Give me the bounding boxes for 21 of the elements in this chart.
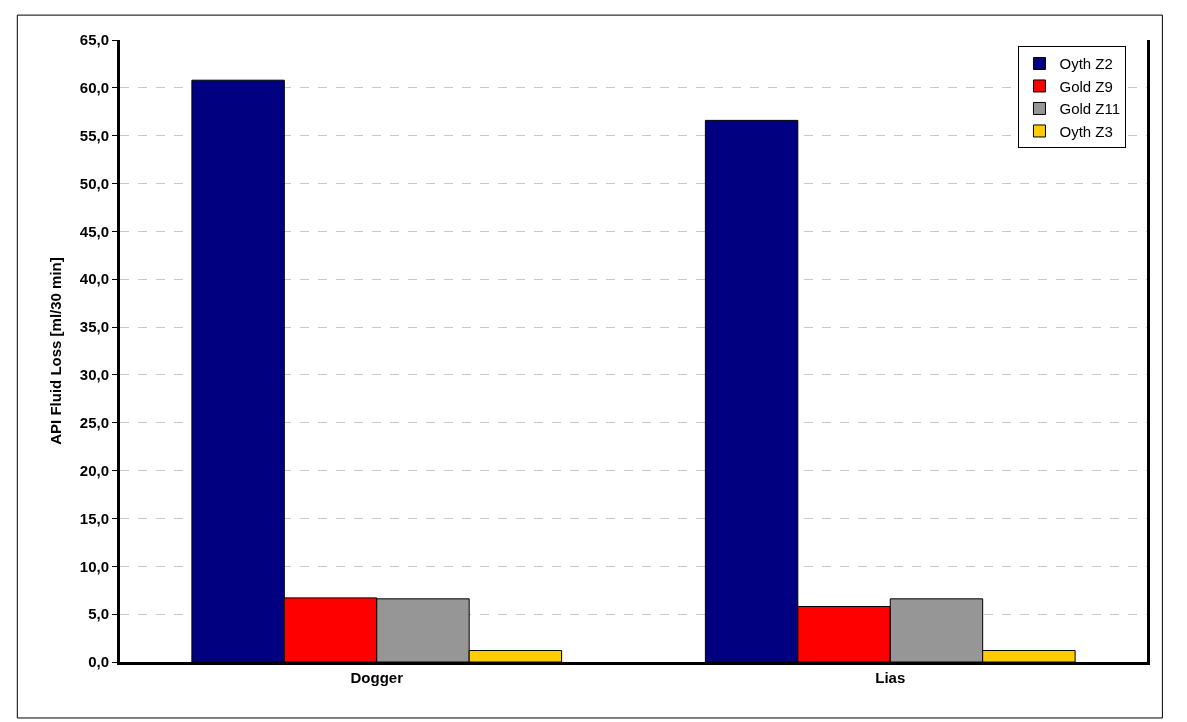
y-tick-label: 30,0 <box>79 366 109 384</box>
y-tick-label: 65,0 <box>79 31 109 49</box>
x-tick-label: Dogger <box>350 669 404 686</box>
y-tick-label: 35,0 <box>79 318 109 336</box>
y-tick-label: 20,0 <box>79 461 109 479</box>
legend-label: Gold Z9 <box>1059 77 1113 95</box>
y-tick-label: 15,0 <box>79 509 109 527</box>
y-tick-label: 60,0 <box>79 79 109 97</box>
legend-label: Gold Z11 <box>1059 100 1121 118</box>
y-tick-label: 45,0 <box>79 222 109 240</box>
y-tick-label: 50,0 <box>79 174 109 192</box>
y-tick-label: 0,0 <box>88 653 109 671</box>
y-tick-label: 55,0 <box>79 126 109 144</box>
legend-label: Oyth Z3 <box>1059 122 1113 140</box>
y-tick-label: 10,0 <box>79 557 109 575</box>
y-axis-title: API Fluid Loss [ml/30 min] <box>47 257 65 445</box>
x-tick-label: Lias <box>875 669 906 686</box>
y-tick-label: 25,0 <box>79 414 109 432</box>
legend-label: Oyth Z2 <box>1059 55 1113 73</box>
y-tick-label: 40,0 <box>79 270 109 288</box>
y-tick-label: 5,0 <box>88 605 109 623</box>
